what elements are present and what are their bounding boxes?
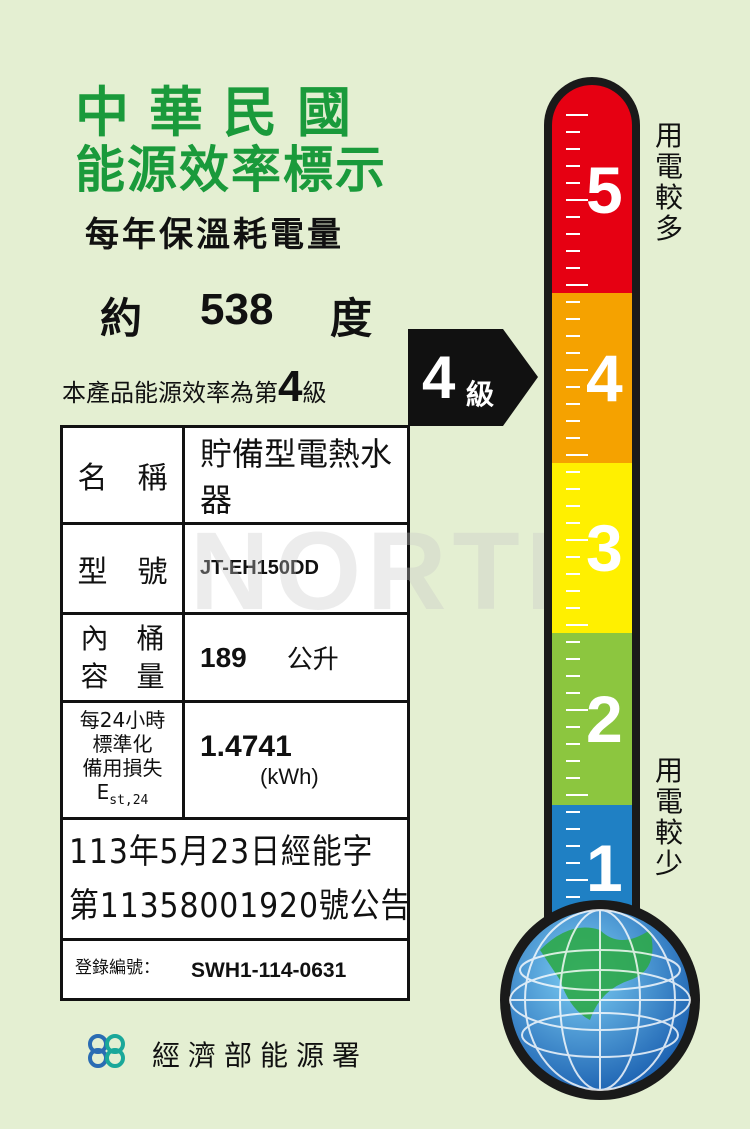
notice-line-2: 第11358001920號公告 [69,886,412,926]
level-1-number: 1 [586,830,623,905]
row-notice: 113年5月23日經能字 第11358001920號公告 [63,820,412,941]
subtitle: 每年保溫耗電量 [85,215,344,255]
notice-line-1: 113年5月23日經能字 [69,832,374,872]
level-3-segment [552,463,632,633]
name-label: 名 稱 [63,428,185,522]
level-5-number: 5 [586,152,623,227]
row-registration: 登錄編號： SWH1-114-0631 [63,941,407,998]
about-prefix: 約 [100,294,143,343]
badge-number: 4 [422,344,456,411]
spec-table: 名 稱 貯備型電熱水器 型 號 JT-EH150DD 內 桶容 量 189 公升 … [60,425,410,1001]
title-roc: 中華民國 [75,81,371,144]
row-standby-loss: 每24小時 標準化 備用損失 Est,24 1.4741 (kWh) [63,703,407,820]
capacity-value-cell: 189 公升 [200,641,339,676]
consumption-value: 538 [200,285,274,334]
row-model: 型 號 JT-EH150DD [63,525,407,615]
model-label: 型 號 [63,525,185,612]
capacity-label: 內 桶容 量 [63,615,185,700]
loss-label: 每24小時 標準化 備用損失 Est,24 [63,703,185,817]
reg-value: SWH1-114-0631 [191,959,347,982]
row-capacity: 內 桶容 量 189 公升 [63,615,407,703]
grade-statement: 本產品能源效率為第4級 [62,362,327,411]
reg-label: 登錄編號： [75,958,160,978]
level-2-number: 2 [586,682,623,756]
level-4-number: 4 [586,341,623,415]
row-name: 名 稱 貯備型電熱水器 [63,428,407,525]
name-value: 貯備型電熱水器 [200,435,393,519]
title-label: 能源效率標示 [75,141,387,199]
level-5-segment [552,85,632,308]
grade-arrow-badge: 4 級 [408,329,538,426]
thermometer [500,77,700,1100]
high-usage-label: 用電較多 [654,119,683,245]
low-usage-label: 用電較少 [654,754,683,880]
level-4-segment [552,293,632,463]
arrow-shape [408,329,538,426]
level-3-number: 3 [586,511,623,585]
energy-bureau-logo-icon [85,1033,129,1073]
model-value: JT-EH150DD [200,557,319,579]
badge-suffix: 級 [466,378,495,411]
loss-value-cell: 1.4741 (kWh) [200,730,319,789]
level-2-segment [552,633,632,805]
watermark: NORTH [190,510,612,633]
agency-name: 經濟部能源署 [152,1039,369,1072]
consumption-unit: 度 [330,294,373,343]
level-numbers: 5 4 3 2 1 [500,70,700,970]
